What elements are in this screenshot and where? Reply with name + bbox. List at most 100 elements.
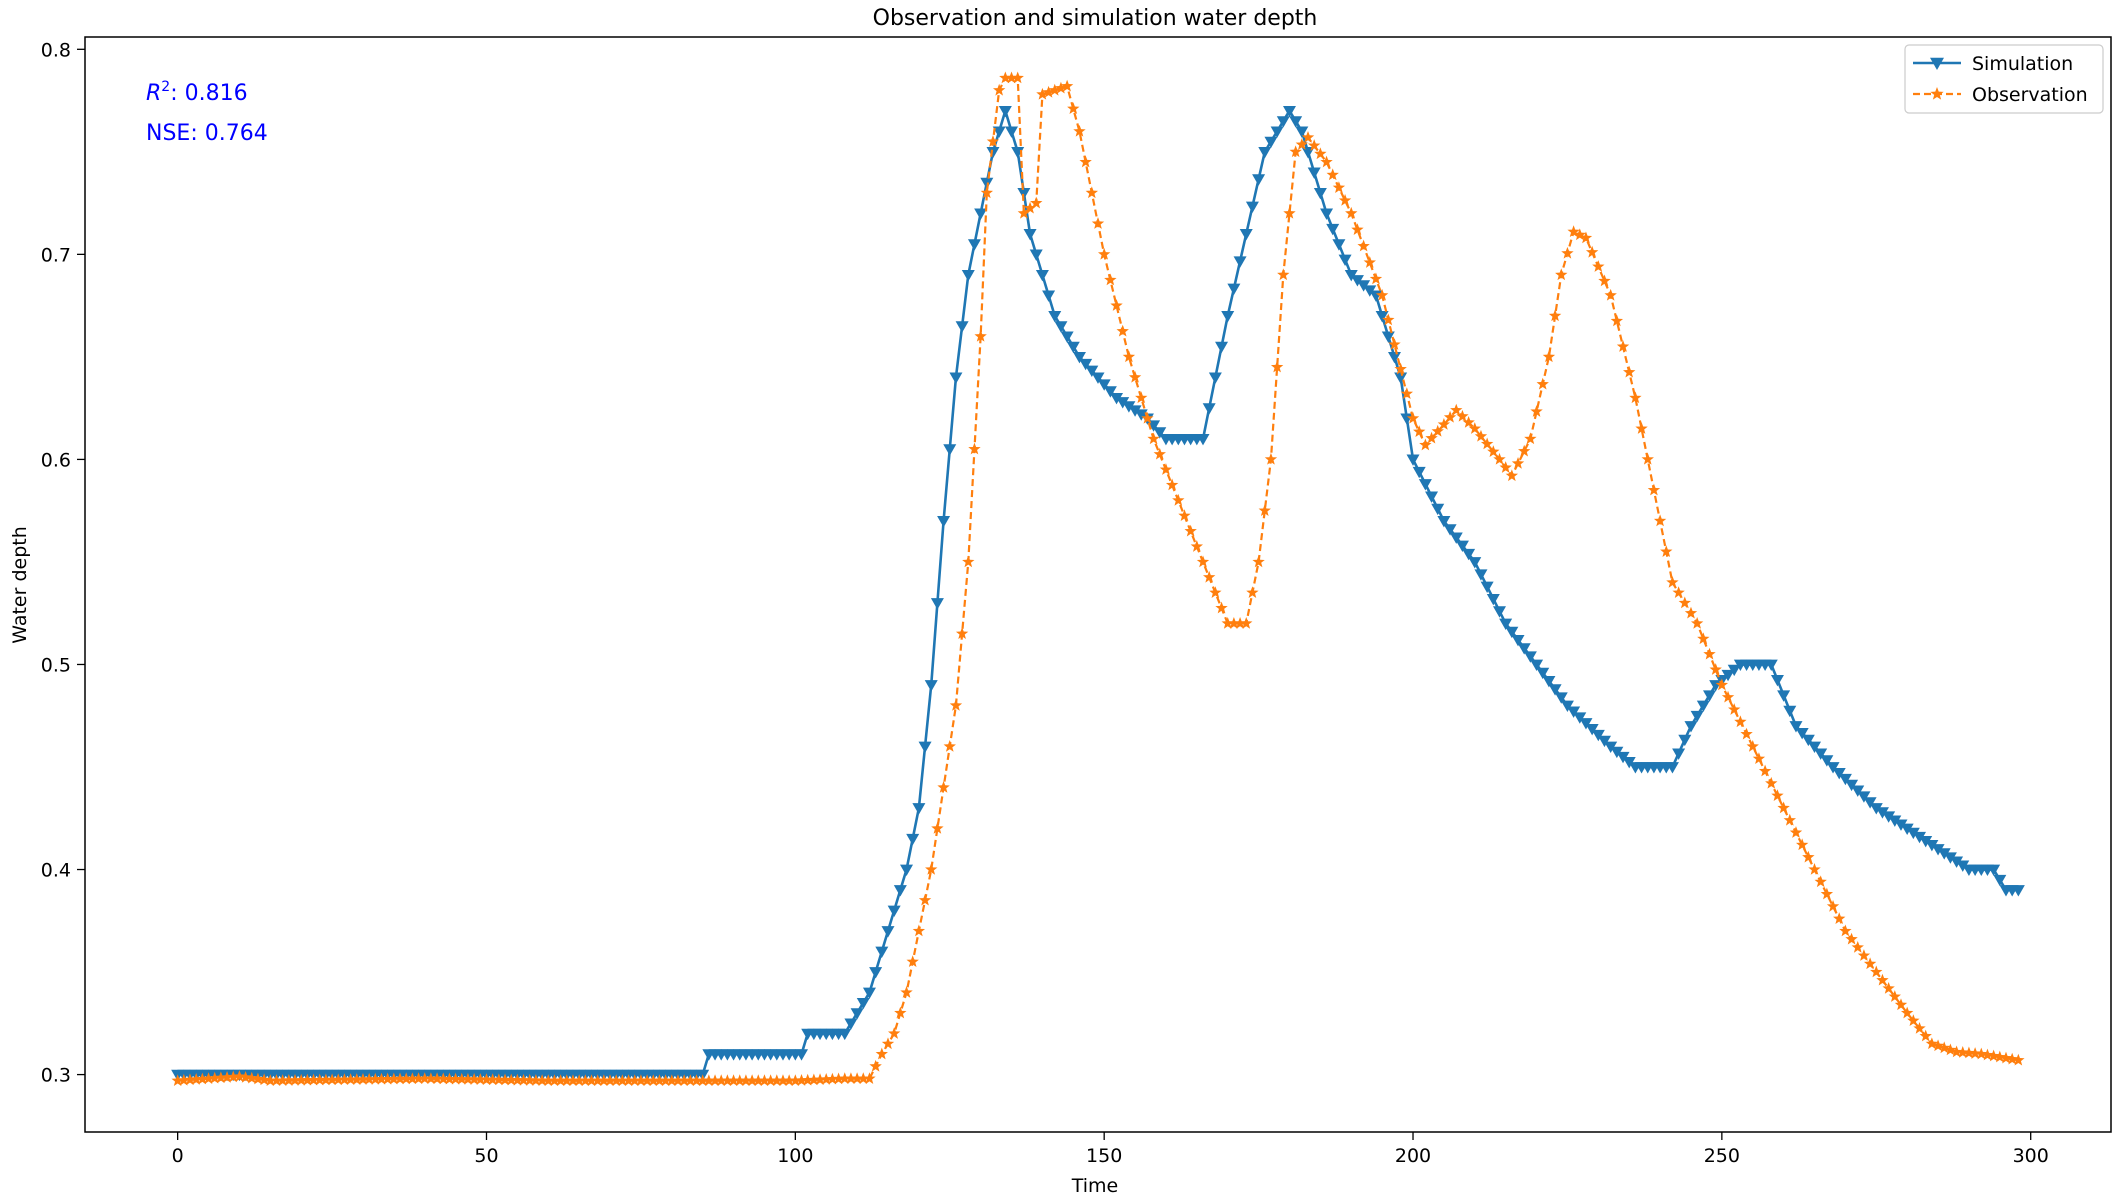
data-point-observation (566, 1074, 580, 1086)
data-point-observation (1666, 575, 1679, 588)
data-point-simulation (1826, 762, 1840, 774)
data-point-simulation (1727, 664, 1741, 677)
data-point-observation (1314, 147, 1327, 160)
data-point-simulation (1264, 136, 1278, 149)
data-point-observation (535, 1074, 549, 1086)
data-point-observation (702, 1074, 716, 1086)
data-point-observation (1289, 145, 1302, 158)
data-point-simulation (1147, 420, 1161, 432)
data-point-simulation (1418, 479, 1432, 491)
data-point-simulation (1560, 700, 1574, 712)
data-point-observation (943, 739, 956, 752)
data-point-simulation (1814, 748, 1828, 760)
y-tick-label: 0.5 (41, 654, 71, 676)
data-point-simulation (1122, 401, 1136, 413)
data-point-simulation (795, 1049, 809, 1061)
data-point-simulation (937, 516, 951, 528)
data-point-simulation (1425, 491, 1439, 503)
data-point-observation (826, 1072, 839, 1085)
data-point-simulation (1338, 254, 1352, 266)
data-point-observation (443, 1072, 456, 1085)
data-point-simulation (943, 444, 957, 456)
data-point-observation (1641, 452, 1654, 465)
data-point-simulation (1906, 827, 1920, 840)
data-point-observation (523, 1073, 536, 1086)
data-point-observation (999, 71, 1012, 84)
data-point-observation (1653, 514, 1667, 527)
data-point-observation (1944, 1043, 1957, 1056)
data-point-observation (622, 1074, 635, 1086)
x-tick-label: 100 (777, 1145, 813, 1167)
data-point-simulation (974, 208, 988, 220)
data-point-observation (869, 1059, 882, 1072)
data-point-simulation (1017, 187, 1031, 200)
data-point-observation (1400, 387, 1414, 400)
x-axis-label: Time (1071, 1175, 1119, 1197)
data-point-observation (1511, 457, 1525, 469)
data-point-observation (1215, 601, 1228, 614)
data-point-observation (1450, 403, 1463, 416)
data-point-simulation (1079, 358, 1093, 371)
data-point-simulation (1486, 593, 1500, 606)
data-point-simulation (1023, 228, 1037, 241)
data-point-observation (1734, 715, 1747, 728)
data-point-observation (1283, 206, 1296, 219)
data-point-observation (1165, 478, 1179, 491)
data-point-observation (610, 1074, 623, 1086)
data-point-observation (1623, 365, 1636, 378)
data-point-observation (572, 1074, 586, 1086)
data-point-simulation (1882, 811, 1896, 823)
data-point-observation (690, 1074, 703, 1086)
data-point-observation (770, 1074, 783, 1086)
data-point-observation (1715, 678, 1729, 691)
data-point-simulation (1282, 105, 1296, 118)
data-point-observation (412, 1072, 425, 1085)
x-tick-label: 150 (1086, 1145, 1122, 1167)
data-point-observation (764, 1074, 777, 1086)
data-point-observation (474, 1073, 487, 1085)
data-point-observation (1567, 225, 1580, 238)
data-point-observation (1752, 752, 1766, 765)
data-point-observation (1030, 196, 1043, 209)
data-point-simulation (1517, 643, 1531, 655)
data-point-simulation (1863, 797, 1877, 809)
data-point-observation (1413, 425, 1426, 437)
data-point-observation (1431, 424, 1444, 437)
x-tick-label: 0 (172, 1145, 184, 1167)
data-point-simulation (1276, 116, 1290, 128)
data-point-simulation (1511, 634, 1525, 647)
data-point-simulation (875, 946, 889, 959)
data-point-observation (1771, 789, 1784, 801)
data-point-observation (875, 1047, 888, 1060)
data-point-simulation (924, 680, 938, 692)
data-point-simulation (1048, 311, 1062, 323)
data-point-simulation (1412, 466, 1426, 479)
data-point-observation (640, 1074, 654, 1086)
data-point-simulation (1492, 606, 1506, 618)
data-point-observation (1425, 431, 1438, 444)
data-point-observation (1968, 1047, 1982, 1059)
data-point-simulation (961, 269, 975, 282)
data-point-simulation (1684, 721, 1698, 733)
data-point-simulation (1313, 187, 1327, 200)
x-tick-label: 250 (1704, 1145, 1740, 1167)
data-point-observation (1351, 223, 1364, 236)
data-point-observation (1802, 850, 1815, 863)
data-point-observation (288, 1073, 302, 1086)
data-point-observation (319, 1073, 333, 1086)
x-tick-label: 300 (2013, 1145, 2049, 1167)
data-point-observation (1913, 1021, 1926, 1034)
data-point-observation (400, 1072, 413, 1085)
data-point-observation (1894, 998, 1908, 1011)
data-point-observation (1023, 201, 1037, 214)
data-point-observation (887, 1027, 901, 1039)
data-point-simulation (1875, 807, 1889, 819)
data-point-simulation (1455, 540, 1469, 553)
data-point-simulation (1468, 557, 1482, 569)
data-point-observation (1091, 217, 1105, 229)
data-point-observation (962, 555, 975, 568)
data-point-observation (264, 1074, 277, 1086)
data-point-observation (1240, 616, 1253, 629)
data-point-simulation (1103, 386, 1117, 398)
